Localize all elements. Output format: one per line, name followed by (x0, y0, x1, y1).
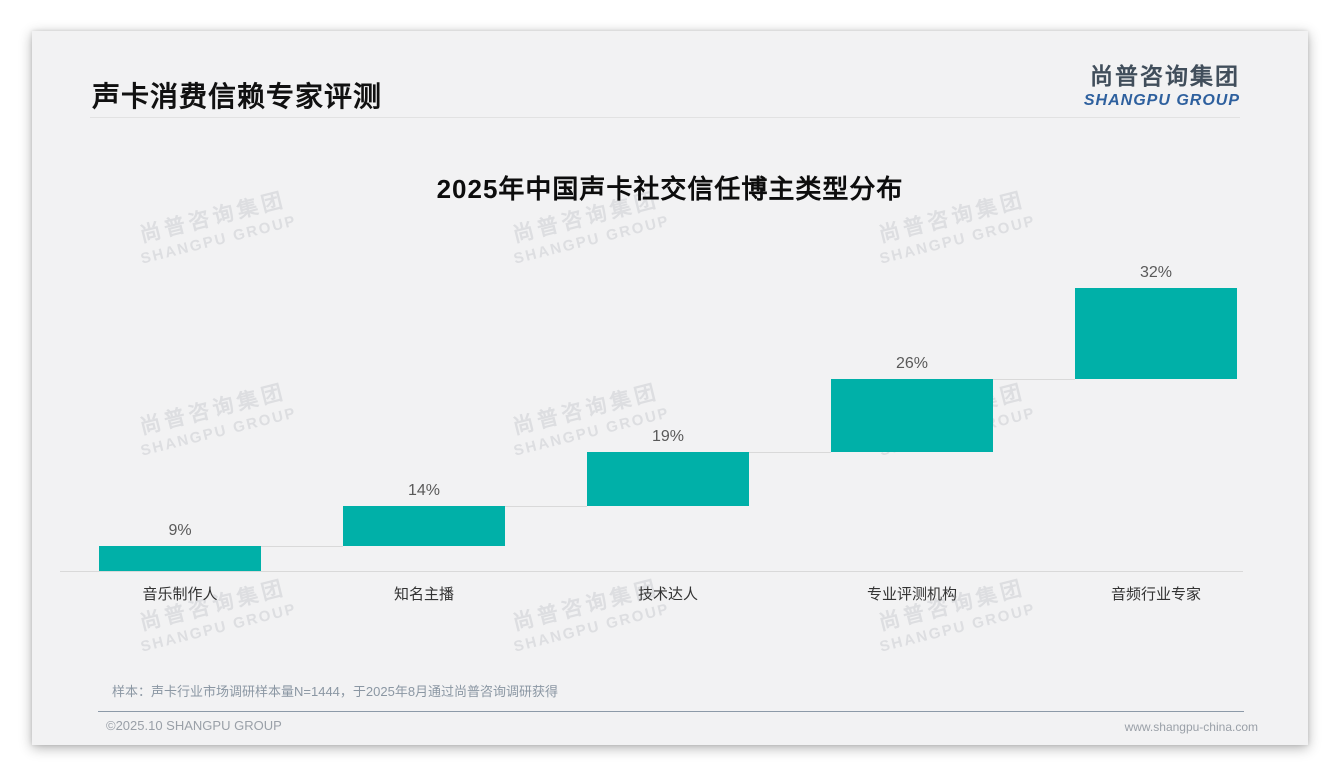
category-label: 技术达人 (637, 586, 698, 603)
step-connector-line (749, 452, 831, 454)
bar-value-label: 26% (895, 354, 929, 372)
category-label: 音频行业专家 (1110, 586, 1201, 603)
logo-en-text: SHANGPU GROUP (1083, 92, 1240, 109)
bar-value-label: 14% (407, 481, 441, 499)
sample-note: 样本：声卡行业市场调研样本量N=1444，于2025年8月通过尚普咨询调研获得 (112, 684, 559, 699)
step-connector-line (993, 378, 1075, 380)
bar-技术达人 (587, 452, 749, 506)
bar-value-label: 9% (168, 521, 192, 539)
logo: 尚普咨询集团 SHANGPU GROUP (1084, 57, 1240, 110)
slide-card: 尚普咨询集团 SHANGPU GROUP 尚普咨询集团 SHANGPU GROUP 尚普… (32, 31, 1308, 745)
bar-知名主播 (343, 505, 505, 546)
footer-divider (98, 711, 1244, 712)
step-connector-line (261, 545, 343, 547)
bar-value-label: 32% (1139, 264, 1173, 281)
chart-plot: 9% 音乐制作人 14% 知名主播 19% 技术达人 26% 专业评测机构 32% 音频行业专家 (32, 31, 1308, 745)
page-title: 声卡消费信赖专家评测 (92, 81, 383, 112)
category-label: 知名主播 (393, 586, 454, 603)
chart-title: 2025年中国声卡社交信任博主类型分布 (436, 174, 904, 204)
footer-website: www.shangpu-china.com (1124, 720, 1258, 734)
logo-zh-text: 尚普咨询集团 (1090, 63, 1240, 89)
bar-音频行业专家 (1075, 288, 1237, 379)
bar-专业评测机构 (831, 378, 993, 453)
bar-音乐制作人 (99, 545, 261, 571)
category-label: 音乐制作人 (142, 586, 218, 603)
x-axis-line (60, 571, 1243, 572)
header-divider (90, 117, 1240, 118)
step-connector-line (505, 505, 587, 507)
bar-value-label: 19% (651, 428, 685, 446)
category-label: 专业评测机构 (866, 586, 957, 603)
footer-copyright: ©2025.10 SHANGPU GROUP (106, 718, 282, 733)
